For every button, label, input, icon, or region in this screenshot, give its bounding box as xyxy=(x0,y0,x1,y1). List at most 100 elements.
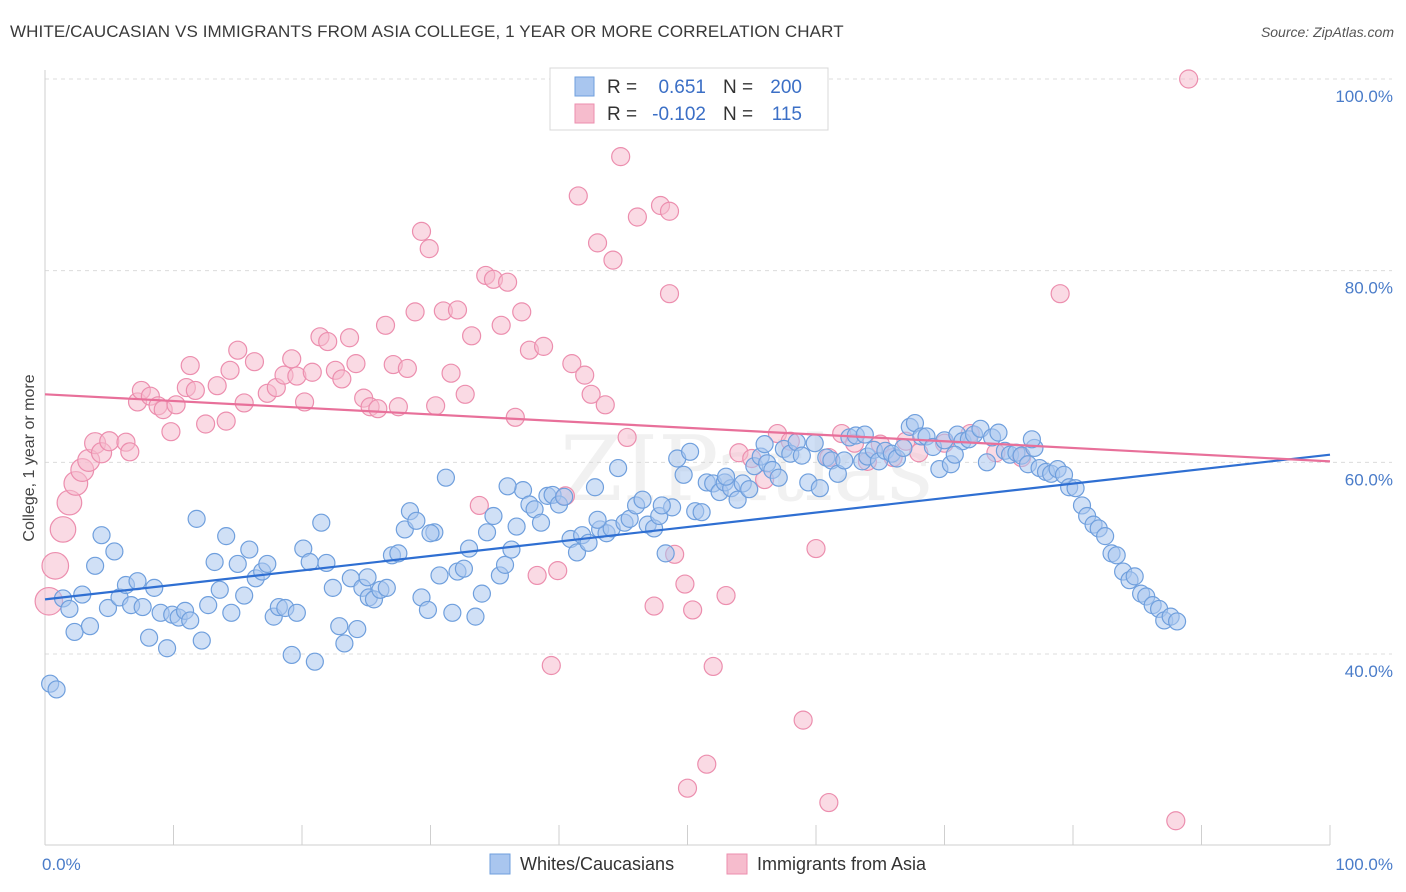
blue-point-67 xyxy=(443,603,462,622)
blue-point-6 xyxy=(80,617,100,636)
pink-point-24 xyxy=(216,411,236,431)
pink-point-80 xyxy=(627,207,647,227)
blue-point-8 xyxy=(92,526,111,545)
blue-point-157 xyxy=(977,453,997,472)
blue-point-44 xyxy=(305,652,324,671)
pink-point-84 xyxy=(659,201,680,221)
blue-point-49 xyxy=(335,634,354,653)
pink-point-11 xyxy=(120,442,140,462)
pink-point-71 xyxy=(562,354,582,374)
pink-point-52 xyxy=(426,396,446,416)
y-tick-label-3: 100.0% xyxy=(1335,87,1393,106)
pink-point-28 xyxy=(244,352,265,372)
source-label: Source: ZipAtlas.com xyxy=(1260,24,1394,40)
blue-point-10 xyxy=(105,542,124,561)
blue-point-91 xyxy=(585,478,605,497)
pink-point-69 xyxy=(548,561,568,581)
blue-point-122 xyxy=(769,468,788,487)
blue-point-74 xyxy=(484,506,503,526)
pink-point-86 xyxy=(675,574,695,594)
pink-point-20 xyxy=(180,355,200,376)
legend-swatch-blue xyxy=(574,76,595,97)
pink-point-49 xyxy=(405,302,425,322)
blue-point-36 xyxy=(258,554,277,574)
pink-point-66 xyxy=(527,565,547,586)
series-whites-caucasians xyxy=(41,413,1187,699)
pink-point-25 xyxy=(220,360,240,380)
blue-point-107 xyxy=(680,442,700,461)
blue-point-86 xyxy=(555,487,574,506)
pink-point-77 xyxy=(603,250,623,270)
blue-point-65 xyxy=(430,566,449,585)
legend-n-value-pink: 115 xyxy=(772,104,802,125)
pink-point-23 xyxy=(207,376,227,396)
pink-point-88 xyxy=(697,754,717,774)
pink-point-18 xyxy=(166,395,186,415)
blue-point-19 xyxy=(157,639,177,658)
blue-point-179 xyxy=(1107,546,1126,565)
blue-point-23 xyxy=(181,611,200,630)
pink-point-22 xyxy=(196,414,216,434)
pink-point-110 xyxy=(1050,284,1070,304)
legend-r-label-blue: R = xyxy=(607,77,637,98)
blue-point-115 xyxy=(728,490,747,509)
blue-point-61 xyxy=(407,511,426,530)
blue-point-99 xyxy=(633,490,652,509)
blue-point-27 xyxy=(205,552,224,572)
pink-point-32 xyxy=(282,349,302,369)
y-tick-label-0: 40.0% xyxy=(1345,662,1393,681)
pink-point-57 xyxy=(462,326,482,346)
pink-point-114 xyxy=(819,792,839,813)
pink-point-51 xyxy=(419,239,439,259)
bottom-legend: Whites/Caucasians Immigrants from Asia xyxy=(489,853,927,875)
blue-point-72 xyxy=(472,584,491,603)
blue-point-191 xyxy=(421,524,440,543)
blue-point-95 xyxy=(609,458,628,478)
blue-point-78 xyxy=(507,517,526,536)
pink-point-54 xyxy=(441,363,461,383)
axes xyxy=(44,70,1331,846)
y-tick-labels: 40.0% 60.0% 80.0% 100.0% xyxy=(1335,87,1393,681)
pink-point-87 xyxy=(683,600,703,620)
blue-point-77 xyxy=(502,540,521,559)
blue-point-82 xyxy=(531,513,551,532)
blue-point-25 xyxy=(192,631,211,650)
pink-point-39 xyxy=(332,369,352,389)
trend-line-asia xyxy=(44,393,1331,463)
blue-point-48 xyxy=(330,617,349,636)
pink-point-17 xyxy=(161,422,181,442)
blue-point-28 xyxy=(210,580,229,599)
blue-point-69 xyxy=(454,559,474,578)
blue-point-198 xyxy=(945,445,964,464)
pink-point-35 xyxy=(302,362,322,382)
pink-point-96 xyxy=(793,710,813,730)
blue-point-195 xyxy=(716,467,736,486)
y-axis-label: College, 1 year or more xyxy=(21,374,38,541)
blue-point-103 xyxy=(656,544,675,563)
blue-point-3 xyxy=(60,599,79,619)
blue-point-14 xyxy=(128,572,147,591)
x-tick-label-0: 0.0% xyxy=(42,855,81,874)
grid-lines xyxy=(45,78,1392,655)
pink-point-83 xyxy=(659,284,680,304)
pink-point-78 xyxy=(611,147,631,167)
pink-point-1 xyxy=(41,551,70,580)
pink-point-61 xyxy=(491,315,511,335)
blue-point-73 xyxy=(477,523,497,542)
blue-point-193 xyxy=(588,510,607,529)
blue-point-1 xyxy=(47,680,66,699)
pink-point-89 xyxy=(703,656,723,677)
pink-point-9 xyxy=(99,431,120,452)
pink-point-75 xyxy=(587,233,608,253)
pink-point-79 xyxy=(617,427,637,448)
blue-point-63 xyxy=(418,600,438,620)
blue-point-109 xyxy=(692,503,711,522)
pink-point-67 xyxy=(533,336,554,356)
blue-point-133 xyxy=(835,451,854,470)
blue-point-197 xyxy=(855,425,874,444)
pink-point-111 xyxy=(1166,811,1186,831)
legend-swatch-asia xyxy=(726,853,748,875)
blue-point-41 xyxy=(287,603,306,622)
blue-point-24 xyxy=(187,509,206,528)
